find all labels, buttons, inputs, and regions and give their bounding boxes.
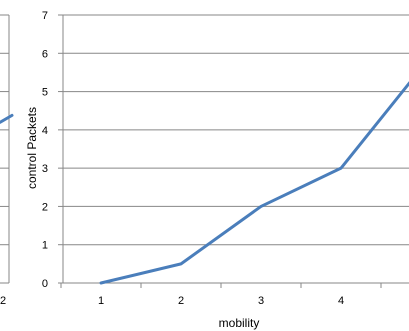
y-tick-label: 7 [42, 10, 48, 22]
y-tick-label: 3 [42, 163, 48, 175]
series-line [99, 81, 409, 285]
x-tick-label: 4 [338, 295, 344, 307]
y-tick-label: 4 [42, 125, 48, 137]
left-chart-series-line [0, 113, 14, 124]
left-chart-fragment: 2 [0, 14, 14, 307]
main-chart-x-ticks: 1 2 3 4 [60, 283, 382, 307]
x-tick-label: 3 [258, 295, 264, 307]
main-chart-series [99, 81, 409, 285]
y-tick-label: 2 [42, 201, 48, 213]
x-tick-label: 2 [178, 295, 184, 307]
main-chart-y-ticks: 0 1 2 3 4 5 6 7 [42, 10, 63, 290]
y-tick-label: 1 [42, 240, 48, 252]
y-tick-label: 6 [42, 48, 48, 60]
y-tick-label: 0 [42, 278, 48, 290]
y-axis-title: control Packets [25, 107, 39, 189]
left-chart-x-tick-label: 2 [0, 295, 6, 307]
x-axis-title: mobility [219, 316, 260, 330]
x-tick-label: 1 [98, 295, 104, 307]
y-tick-label: 5 [42, 87, 48, 99]
main-chart-gridlines [63, 14, 409, 246]
